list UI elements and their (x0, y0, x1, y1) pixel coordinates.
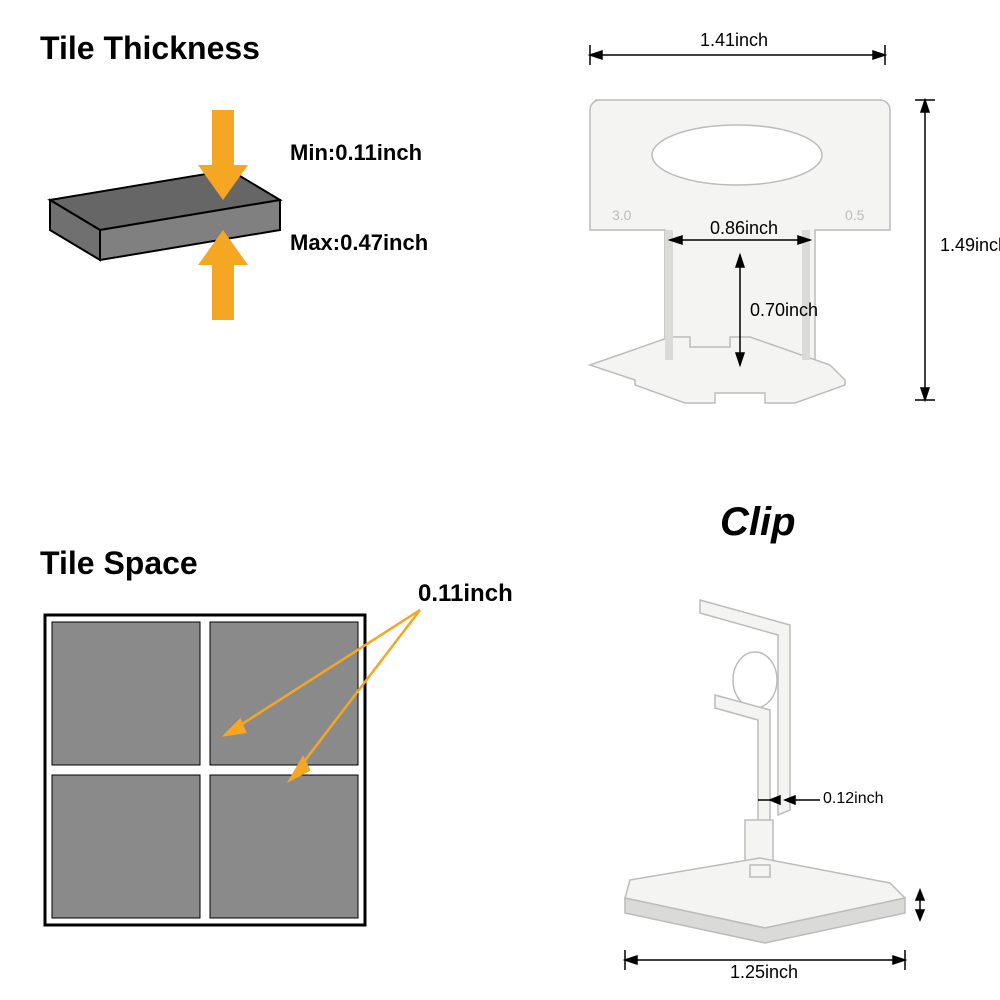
tile-space-heading: Tile Space (40, 545, 198, 582)
clip-heading: Clip (720, 500, 796, 545)
thickness-max-label: Max:0.47inch (290, 230, 428, 256)
svg-text:0.5: 0.5 (845, 207, 865, 223)
tile-space-gap-label: 0.11inch (418, 580, 513, 608)
clip-inner-width-label: 0.86inch (710, 218, 778, 239)
svg-text:3.0: 3.0 (612, 207, 632, 223)
tile-thickness-heading: Tile Thickness (40, 30, 260, 67)
clip-side-base-width-label: 1.25inch (730, 962, 798, 983)
tile-thickness-diagram (20, 80, 320, 340)
clip-side-diagram (560, 560, 960, 980)
clip-front-diagram: 3.0 0.5 (530, 30, 980, 450)
thickness-min-label: Min:0.11inch (290, 140, 422, 166)
tile-space-leaders (195, 590, 475, 830)
clip-height-label: 1.49inch (940, 235, 1000, 256)
clip-inner-height-label: 0.70inch (750, 300, 818, 321)
clip-side-thickness-label: 0.12inch (823, 790, 884, 808)
clip-width-label: 1.41inch (700, 30, 768, 51)
